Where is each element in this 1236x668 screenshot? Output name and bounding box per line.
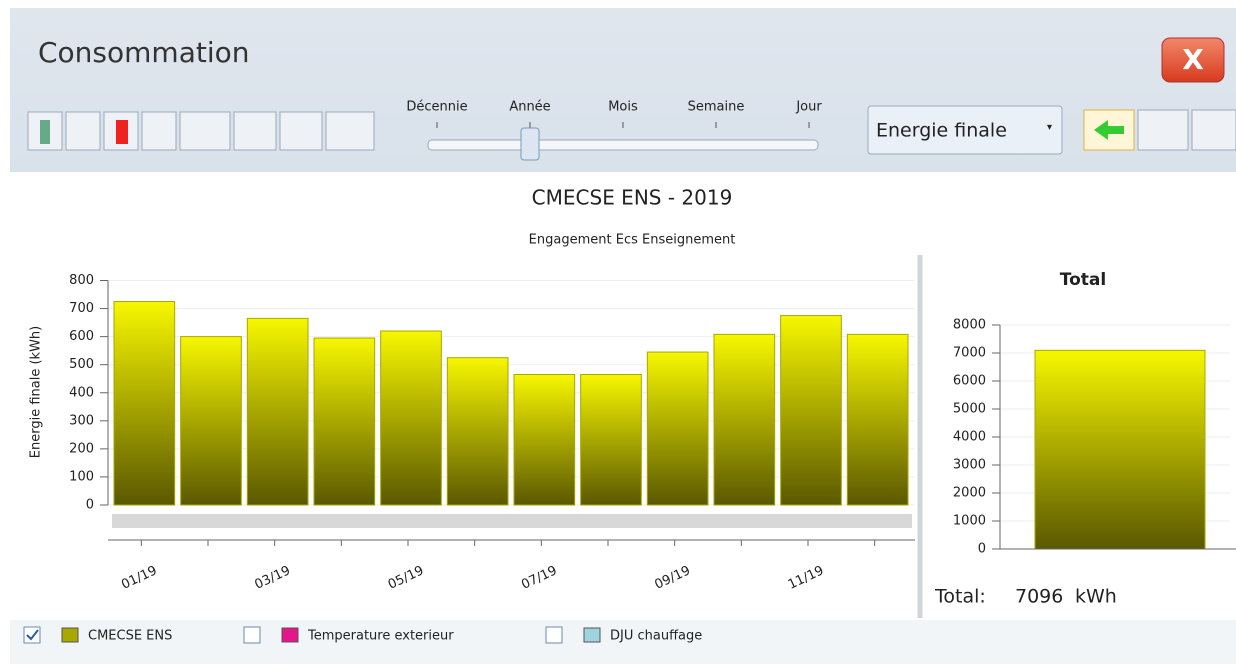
icon-glyph (116, 120, 128, 144)
total-unit: kWh (1075, 586, 1117, 608)
legend-swatch (583, 627, 601, 643)
legend-checkbox[interactable] (243, 626, 261, 644)
y-tick-label: 3000 (953, 458, 986, 473)
y-tick-label: 200 (69, 441, 94, 456)
total-label: Total: (934, 586, 986, 608)
y-axis-label: Energie finale (kWh) (29, 326, 44, 458)
bar (713, 333, 776, 506)
chart-title: Total (1060, 270, 1106, 290)
dropdown[interactable] (867, 105, 1063, 155)
dropdown-arrow: ▾ (1047, 122, 1052, 133)
y-tick-label: 100 (69, 469, 94, 484)
y-tick-label: 0 (86, 498, 94, 513)
total-value: 7096 (1015, 586, 1063, 608)
bar (380, 330, 442, 506)
legend-checkbox[interactable] (23, 626, 41, 644)
close-button[interactable] (1161, 37, 1225, 83)
icon[interactable] (1137, 109, 1189, 151)
y-tick-label: 6000 (953, 374, 986, 389)
y-tick-label: 300 (69, 413, 94, 428)
slider-track[interactable] (427, 139, 819, 151)
bar (113, 301, 176, 506)
y-tick-label: 5000 (953, 402, 986, 417)
bar (846, 333, 909, 506)
scrollbar[interactable] (112, 514, 912, 528)
slider-label: Année (509, 100, 550, 115)
y-tick-label: 800 (69, 273, 94, 288)
bar (513, 374, 576, 506)
window-title: Consommation (38, 36, 250, 69)
check-mark (26, 629, 39, 641)
y-tick-label: 600 (69, 329, 94, 344)
toolbar-icons (27, 111, 375, 151)
slider-label: Jour (795, 100, 822, 115)
legend-label: CMECSE ENS (88, 629, 172, 644)
arrow-glyph (1094, 120, 1124, 140)
icon[interactable] (325, 111, 375, 151)
icon[interactable] (233, 111, 277, 151)
slider-label: Décennie (406, 100, 467, 115)
slider-label: Mois (608, 100, 638, 115)
legend-label: Temperature exterieur (307, 629, 454, 644)
y-tick-label: 7000 (953, 346, 986, 361)
legend-checkbox[interactable] (545, 626, 563, 644)
bar (446, 357, 509, 506)
legend-swatch (61, 627, 79, 643)
icon[interactable] (65, 111, 101, 151)
bar (180, 336, 242, 506)
bar (1034, 349, 1206, 550)
bar (646, 351, 709, 506)
icon[interactable] (279, 111, 323, 151)
legend-bar (10, 620, 1236, 664)
y-tick-label: 4000 (953, 430, 986, 445)
y-tick-label: 0 (978, 542, 986, 557)
y-tick-label: 1000 (953, 514, 986, 529)
dropdown-text[interactable]: Energie finale (876, 120, 1007, 142)
y-tick-label: 400 (69, 385, 94, 400)
chart-title: CMECSE ENS - 2019 (532, 186, 733, 210)
slider-thumb[interactable] (520, 127, 540, 161)
legend-swatch (281, 627, 299, 643)
chart-subtitle: Engagement Ecs Enseignement (529, 233, 736, 248)
legend-label: DJU chauffage (610, 629, 702, 644)
slider-label: Semaine (688, 100, 745, 115)
bar (780, 315, 842, 506)
bar (580, 374, 642, 506)
icon-glyph (40, 120, 50, 144)
y-tick-label: 700 (69, 301, 94, 316)
icon[interactable] (141, 111, 177, 151)
bar (313, 337, 376, 506)
y-tick-label: 500 (69, 357, 94, 372)
y-tick-label: 2000 (953, 486, 986, 501)
bar (246, 317, 309, 506)
y-tick-label: 8000 (953, 318, 986, 333)
icon[interactable] (179, 111, 231, 151)
icon[interactable] (1191, 109, 1236, 151)
close-glyph[interactable]: X (1182, 43, 1204, 76)
